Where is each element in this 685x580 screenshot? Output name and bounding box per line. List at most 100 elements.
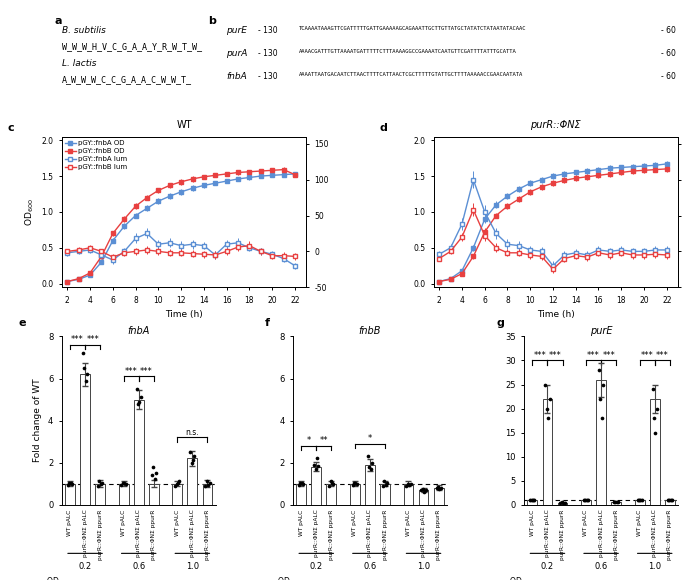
Point <box>201 477 212 486</box>
Point <box>149 475 160 484</box>
Point <box>92 481 103 490</box>
Point <box>117 478 128 488</box>
Point <box>558 498 569 508</box>
Point <box>402 479 413 488</box>
Point <box>595 394 606 404</box>
Point <box>401 481 412 490</box>
Point <box>65 478 76 487</box>
Point <box>146 470 157 480</box>
Point <box>349 478 360 488</box>
Bar <box>434 488 444 505</box>
Point <box>527 495 538 504</box>
Text: OD$_{600}$: OD$_{600}$ <box>46 575 70 580</box>
Text: ***: *** <box>602 351 615 360</box>
Point <box>310 464 321 473</box>
Text: OD$_{600}$: OD$_{600}$ <box>508 575 532 580</box>
Point <box>525 495 536 505</box>
Bar <box>419 490 428 505</box>
Point <box>119 478 129 487</box>
Text: ***: *** <box>656 351 669 360</box>
Text: **: ** <box>320 436 328 445</box>
Point <box>148 462 159 472</box>
Bar <box>596 380 606 505</box>
Point <box>634 495 645 505</box>
Text: g: g <box>496 318 504 328</box>
Point <box>651 404 662 413</box>
Text: f: f <box>265 318 270 328</box>
Bar <box>403 484 413 505</box>
Text: - 60: - 60 <box>661 26 676 35</box>
Text: - 130: - 130 <box>258 49 277 58</box>
Point <box>581 495 592 504</box>
Text: n.s.: n.s. <box>186 427 199 437</box>
Bar <box>149 484 159 505</box>
Point <box>79 363 90 372</box>
Y-axis label: Fold change of WT: Fold change of WT <box>34 379 42 462</box>
Text: purA: purA <box>227 49 248 58</box>
Text: 1.0: 1.0 <box>648 562 661 571</box>
Text: ***: *** <box>534 351 546 360</box>
X-axis label: Time (h): Time (h) <box>165 310 203 319</box>
Point <box>556 498 567 507</box>
Text: B. subtilis: B. subtilis <box>62 26 105 35</box>
Bar <box>558 503 567 505</box>
Point <box>379 477 390 486</box>
Point <box>174 477 185 486</box>
Point <box>132 399 143 408</box>
Point <box>578 495 589 505</box>
Point <box>324 481 335 490</box>
Legend: pGY::fnbA OD, pGY::fnbB OD, pGY::fnbA lum, pGY::fnbB lum: pGY::fnbA OD, pGY::fnbB OD, pGY::fnbA lu… <box>65 140 127 171</box>
Point <box>295 478 306 488</box>
Point <box>529 495 540 505</box>
Point <box>97 478 108 487</box>
Point <box>116 480 127 490</box>
Text: AAAACGATTTGTTAAAATGATTTTTCTTTAAAAGGCCGAAAATCAATGTTCGATTTTATTTGCATTA: AAAACGATTTGTTAAAATGATTTTTCTTTAAAAGGCCGAA… <box>299 49 516 54</box>
Point <box>667 495 677 505</box>
Point <box>417 484 428 494</box>
Text: - 130: - 130 <box>258 72 277 81</box>
Point <box>647 385 658 394</box>
Text: *: * <box>368 434 372 443</box>
Point <box>544 394 555 404</box>
Text: - 60: - 60 <box>661 49 676 58</box>
Bar <box>188 458 197 505</box>
Text: ***: *** <box>549 351 562 360</box>
Point <box>664 495 675 505</box>
Bar <box>543 399 552 505</box>
Text: fnbA: fnbA <box>227 72 247 81</box>
Point <box>403 480 414 490</box>
Text: ***: *** <box>640 351 653 360</box>
Text: - 60: - 60 <box>661 72 676 81</box>
Point <box>121 479 132 488</box>
Point <box>203 480 214 490</box>
Point <box>325 477 336 486</box>
Text: A̲W̲W̲W̲C̲C̲G̲A̲A̲C̲W̲W̲T̲: A̲W̲W̲W̲C̲C̲G̲A̲A̲C̲W̲W̲T̲ <box>62 75 192 84</box>
Point <box>541 404 552 413</box>
Bar <box>635 500 645 505</box>
Point <box>313 461 324 470</box>
Bar <box>203 484 212 505</box>
Bar <box>527 500 537 505</box>
Point <box>420 485 431 495</box>
Point <box>662 495 673 505</box>
Point <box>185 447 196 456</box>
Point <box>555 498 566 508</box>
Point <box>80 376 91 385</box>
Point <box>186 458 197 467</box>
Text: c: c <box>8 122 14 133</box>
Point <box>131 385 142 394</box>
Text: AAAATTAATGACAATCTTAACTTTTCATTAACTCGCTTTTTGTATTGCTTTTAAAAACCGAACAATATA: AAAATTAATGACAATCTTAACTTTTCATTAACTCGCTTTT… <box>299 72 523 77</box>
Point <box>151 469 162 478</box>
Title: WT: WT <box>176 120 192 130</box>
Bar <box>312 467 321 505</box>
Point <box>635 495 646 505</box>
Point <box>136 393 147 402</box>
Text: 0.6: 0.6 <box>363 562 377 571</box>
Point <box>173 478 184 487</box>
Text: L. lactis: L. lactis <box>62 59 96 68</box>
Point <box>328 479 339 488</box>
Point <box>610 497 621 506</box>
Point <box>82 369 92 379</box>
Text: purE: purE <box>227 26 247 35</box>
Point <box>583 495 594 505</box>
